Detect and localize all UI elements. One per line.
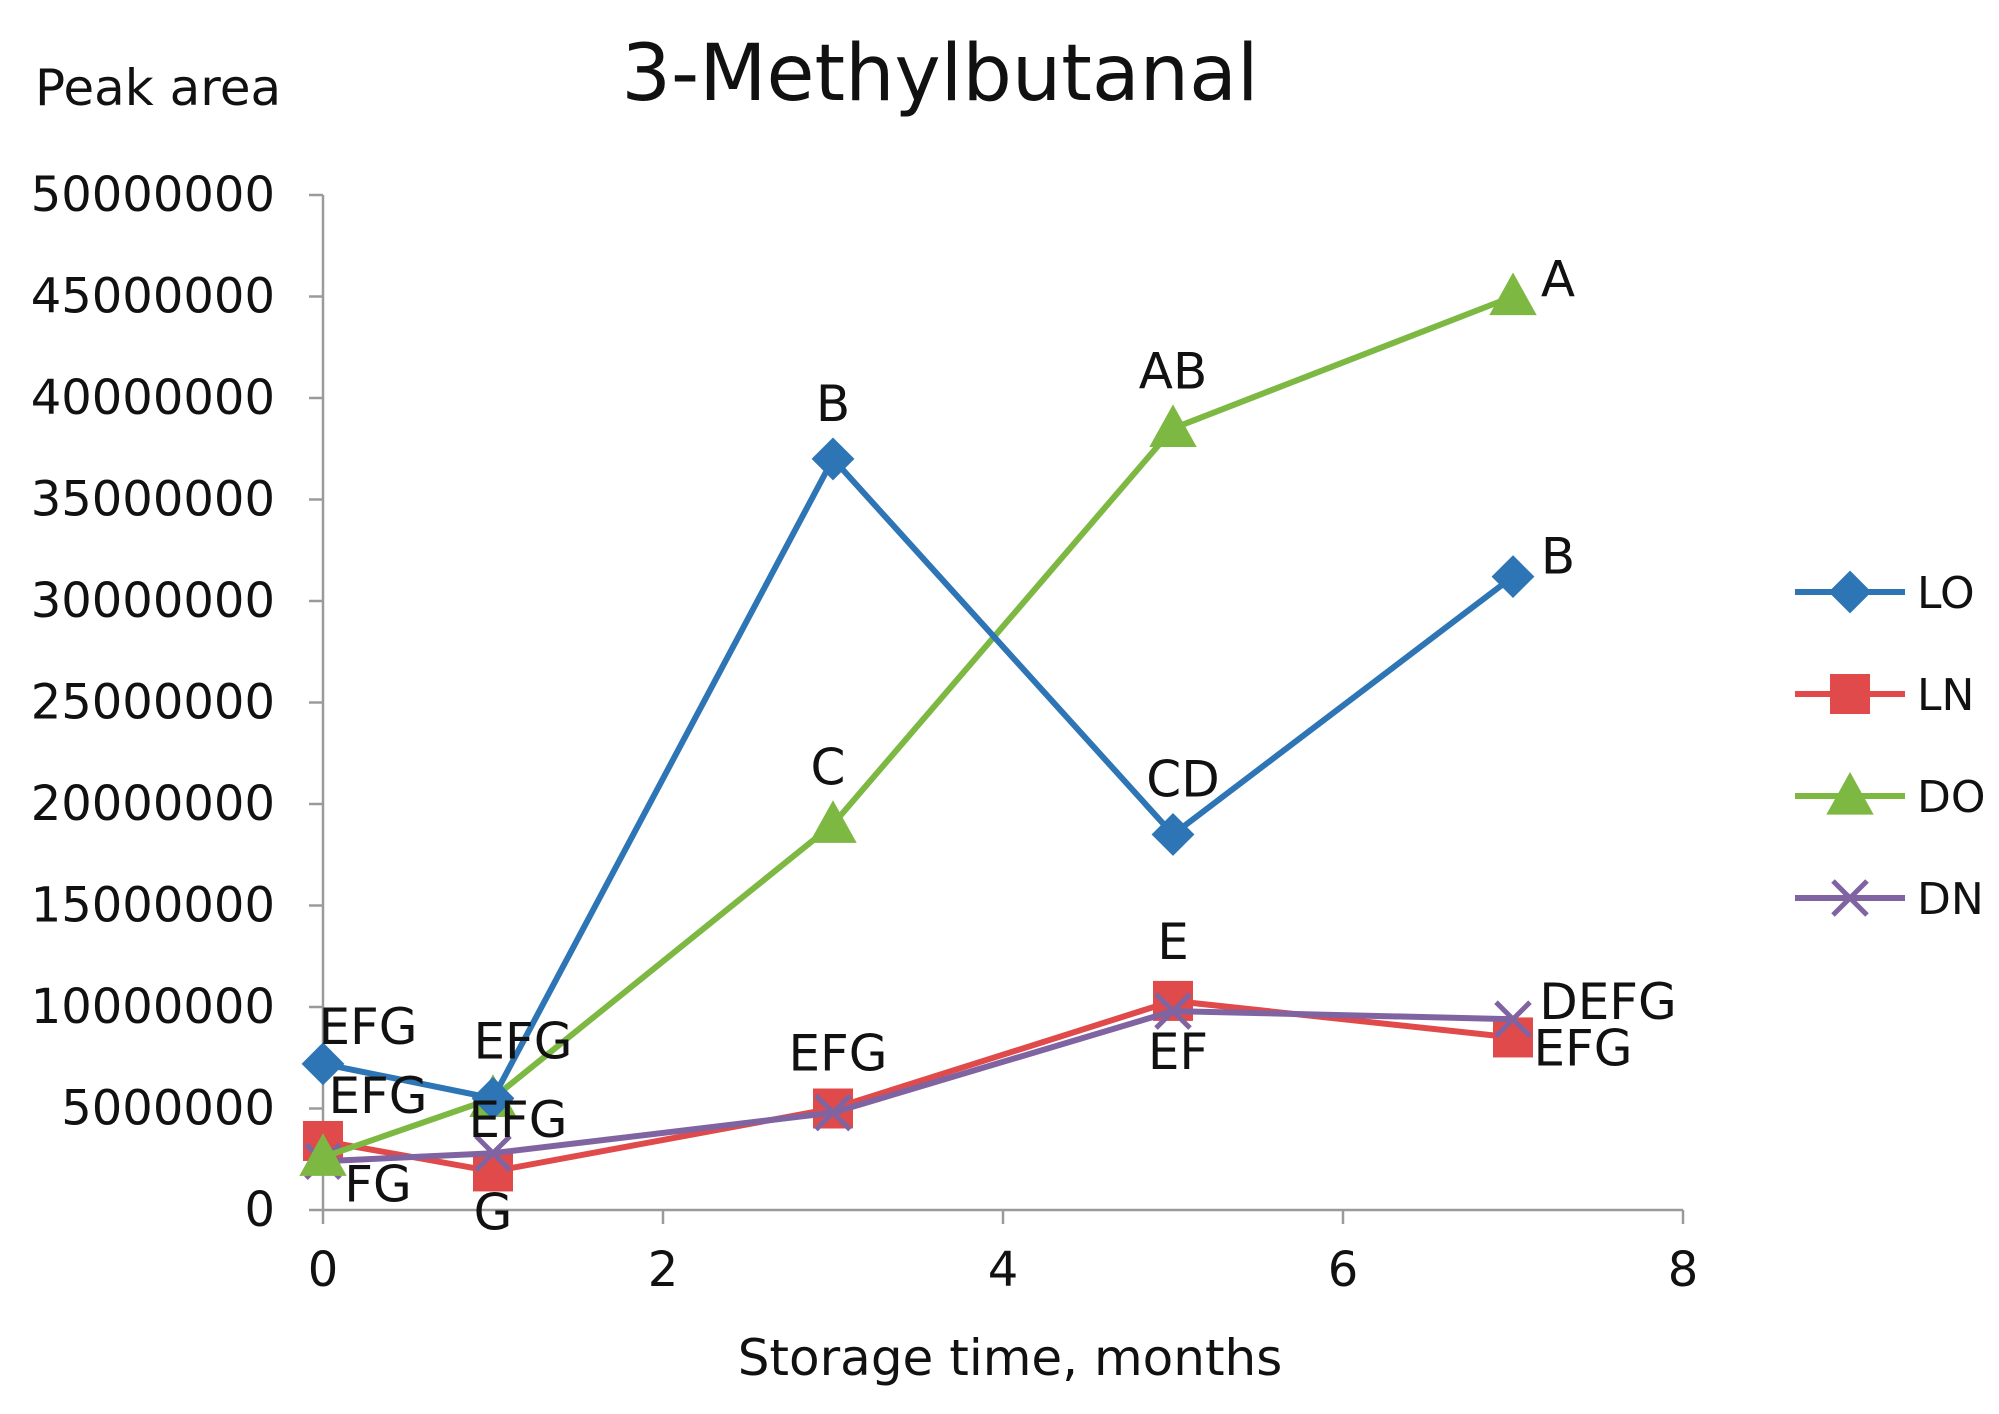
y-tick-label: 0	[244, 1182, 275, 1238]
data-label-lo: EFG	[318, 998, 417, 1056]
y-axis-title: Peak area	[35, 59, 281, 117]
y-tick-label: 30000000	[31, 573, 275, 629]
legend: LO LN DO DN	[1795, 568, 1986, 925]
data-label-lo: B	[1541, 528, 1575, 586]
legend-label-do: DO	[1917, 772, 1986, 823]
data-label-ln: EFG	[328, 1067, 427, 1125]
series-lo	[301, 437, 1535, 1120]
data-label-do: C	[811, 738, 846, 796]
data-point-dn	[814, 1093, 852, 1132]
legend-item-ln: LN	[1795, 670, 1974, 721]
x-tick-label: 2	[648, 1242, 679, 1298]
y-tick-label: 40000000	[31, 370, 275, 426]
y-tick-label: 5000000	[61, 1081, 275, 1137]
y-tick-label: 45000000	[31, 269, 275, 325]
data-point-lo	[1491, 555, 1535, 599]
data-point-lo	[471, 1076, 515, 1120]
data-point-lo	[301, 1042, 345, 1086]
data-label-do: AB	[1139, 342, 1208, 400]
legend-marker-dn	[1831, 879, 1869, 917]
data-label-ln: EFG	[788, 1025, 887, 1083]
data-point-lo	[811, 437, 855, 481]
data-point-do	[1149, 404, 1197, 448]
y-tick-label: 35000000	[31, 472, 275, 528]
y-tick-label: 20000000	[31, 776, 275, 832]
data-label-lo: EFG	[473, 1012, 572, 1070]
data-label-dn: DEFG	[1539, 973, 1677, 1031]
axes: 0500000010000000150000002000000025000000…	[31, 167, 1699, 1298]
plot-area	[299, 272, 1537, 1192]
series-dn	[304, 992, 1532, 1181]
x-axis-title: Storage time, months	[738, 1329, 1283, 1387]
x-tick-label: 4	[988, 1242, 1019, 1298]
chart-title: 3-Methylbutanal	[621, 29, 1258, 119]
data-point-do	[299, 1133, 347, 1176]
y-tick-label: 15000000	[31, 878, 275, 934]
y-tick-label: 50000000	[31, 167, 275, 223]
x-tick-label: 0	[308, 1242, 339, 1298]
y-tick-label: 25000000	[31, 675, 275, 731]
data-label-dn: EF	[1148, 1023, 1208, 1081]
legend-item-dn: DN	[1795, 874, 1984, 925]
data-point-dn	[1494, 1000, 1532, 1038]
data-label-lo: B	[816, 375, 850, 433]
data-label-lo: CD	[1146, 751, 1219, 809]
data-label-ln: G	[474, 1183, 513, 1241]
legend-label-dn: DN	[1917, 874, 1984, 925]
legend-marker-do	[1826, 771, 1874, 815]
data-point-do	[809, 800, 857, 843]
data-label-do: A	[1541, 251, 1575, 309]
data-point-do	[1489, 272, 1537, 316]
data-label-ln: E	[1157, 913, 1189, 971]
legend-marker-lo	[1828, 570, 1872, 614]
data-label-ln: EFG	[1533, 1020, 1632, 1078]
data-label-dn: FG	[344, 1155, 412, 1213]
x-tick-label: 6	[1328, 1242, 1359, 1298]
legend-marker-ln	[1830, 674, 1870, 714]
data-point-dn	[1154, 992, 1192, 1030]
data-point-ln	[473, 1151, 513, 1192]
data-label-dn: EFG	[468, 1091, 567, 1149]
legend-item-lo: LO	[1795, 568, 1975, 619]
y-tick-label: 10000000	[31, 979, 275, 1035]
legend-label-ln: LN	[1917, 670, 1974, 721]
x-tick-label: 8	[1668, 1242, 1699, 1298]
data-point-dn	[474, 1134, 512, 1172]
annotations: EFG EFG B CD B EFG G EFG E EFG C AB A FG EFG EF DEFG	[318, 251, 1676, 1242]
data-point-ln	[1493, 1017, 1533, 1058]
legend-item-do: DO	[1795, 771, 1986, 823]
series-line-lo	[322, 455, 1515, 1102]
legend-label-lo: LO	[1917, 568, 1975, 619]
data-point-lo	[1151, 813, 1195, 856]
